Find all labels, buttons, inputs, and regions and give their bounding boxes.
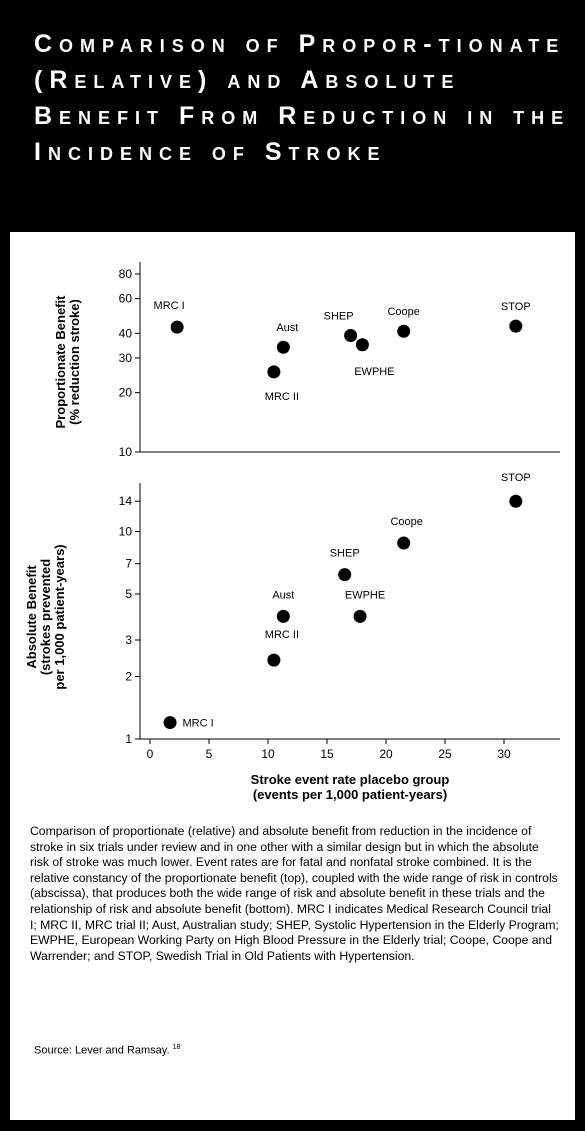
- x-tick-label: 15: [320, 747, 334, 761]
- top-y-tick-label: 60: [119, 292, 133, 306]
- bottom-point-label: MRC I: [182, 718, 213, 730]
- bottom-point-aust: [276, 609, 290, 623]
- top-point-shep: [344, 329, 358, 343]
- top-point-label: Coope: [387, 306, 419, 318]
- top-point-coope: [397, 324, 411, 338]
- x-tick-label: 0: [147, 747, 154, 761]
- top-point-label: SHEP: [324, 311, 354, 323]
- bottom-y-tick-label: 7: [125, 557, 132, 571]
- x-tick-label: 30: [497, 747, 511, 761]
- top-point-label: STOP: [501, 301, 531, 313]
- top-point-aust: [276, 340, 290, 354]
- bottom-y-tick-label: 14: [119, 494, 133, 508]
- bottom-point-label: SHEP: [330, 548, 360, 560]
- bottom-point-label: Coope: [390, 516, 422, 528]
- bottom-y-tick-label: 2: [125, 670, 132, 684]
- top-y-tick-label: 20: [119, 386, 133, 400]
- top-y-tick-label: 30: [119, 351, 133, 365]
- source-note: Source: Lever and Ramsay. 18: [34, 1044, 180, 1057]
- bottom-point-mrc-i: [163, 716, 177, 730]
- x-tick-label: 25: [438, 747, 452, 761]
- bottom-point-shep: [338, 568, 352, 582]
- bottom-point-label: STOP: [501, 472, 531, 484]
- top-y-tick-label: 10: [119, 445, 133, 459]
- figure-panel: 10 20 30 40 60 80 Proportionate Benefit (% redu…: [10, 232, 575, 1120]
- title-banner: Comparison of Propor-tionate (Relative) …: [0, 0, 585, 228]
- top-y-tick-label: 80: [119, 267, 133, 281]
- top-point-label: MRC I: [154, 300, 185, 312]
- bottom-point-ewphe: [353, 609, 367, 623]
- bottom-y-tick-label: 1: [125, 732, 132, 746]
- top-point-mrc-i: [170, 320, 184, 334]
- bottom-point-stop: [509, 494, 523, 508]
- bottom-y-tick-label: 5: [125, 587, 132, 601]
- bottom-point-coope: [397, 536, 411, 550]
- bottom-point-label: Aust: [272, 589, 294, 601]
- top-point-stop: [509, 319, 523, 333]
- top-point-label: Aust: [276, 322, 298, 334]
- top-point-mrc-ii: [267, 365, 281, 379]
- top-y-axis-label: Proportionate Benefit: [53, 295, 68, 429]
- x-tick-label: 20: [379, 747, 393, 761]
- bottom-y-tick-label: 10: [119, 525, 133, 539]
- top-point-ewphe: [355, 338, 369, 352]
- top-point-label: MRC II: [265, 391, 299, 403]
- bottom-y-axis-label: per 1,000 patient-years): [52, 544, 67, 689]
- top-y-tick-label: 40: [119, 326, 133, 340]
- bottom-point-label: EWPHE: [345, 589, 385, 601]
- x-axis-label: (events per 1,000 patient-years): [253, 787, 447, 802]
- bottom-point-mrc-ii: [267, 653, 281, 667]
- bottom-y-axis-label: (strokes prevented: [38, 559, 53, 675]
- source-reference: 18: [172, 1044, 181, 1051]
- bottom-y-axis-label: Absolute Benefit: [24, 565, 39, 669]
- top-y-axis-label: (% reduction stroke): [67, 299, 82, 425]
- bottom-point-label: MRC II: [265, 629, 299, 641]
- bottom-y-tick-label: 3: [125, 633, 132, 647]
- figure-caption: Comparison of proportionate (relative) a…: [30, 824, 559, 963]
- source-text: Source: Lever and Ramsay.: [34, 1044, 170, 1057]
- top-point-label: EWPHE: [354, 366, 394, 378]
- x-axis-label: Stroke event rate placebo group: [251, 772, 450, 787]
- x-tick-label: 5: [206, 747, 213, 761]
- figure-title: Comparison of Propor-tionate (Relative) …: [34, 30, 571, 166]
- x-tick-label: 10: [261, 747, 275, 761]
